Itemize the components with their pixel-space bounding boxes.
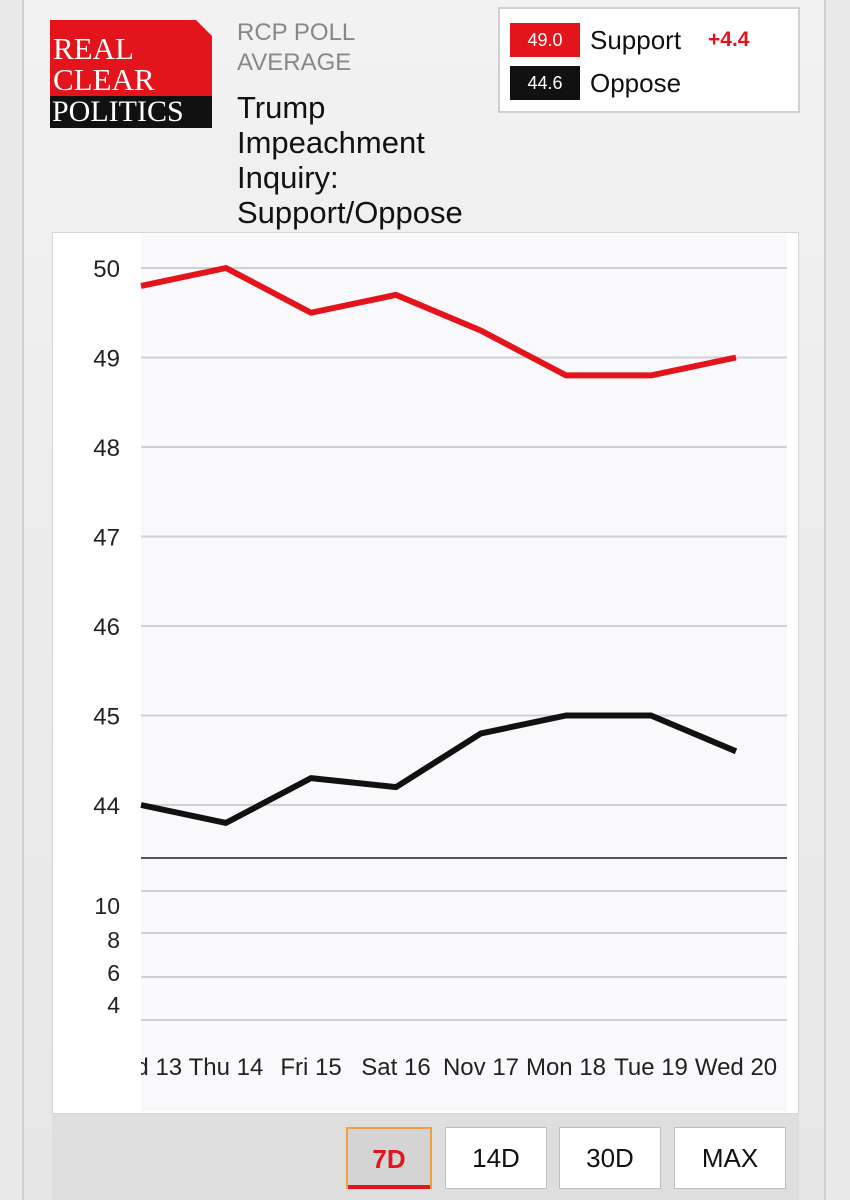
range-button-14d-label: 14D <box>472 1143 520 1173</box>
y-tick-label-49: 49 <box>93 346 120 373</box>
logo-line-1: REAL <box>53 31 134 66</box>
support-value-badge: 49.0 <box>510 23 580 57</box>
range-button-30d-label: 30D <box>586 1143 634 1173</box>
poll-title: Trump Impeachment Inquiry: Support/Oppos… <box>237 90 463 230</box>
support-label: Support <box>590 25 682 55</box>
x-tick-label-5: Mon 18 <box>526 1054 606 1081</box>
legend-box: 49.0 Support +4.4 44.6 Oppose <box>498 7 800 113</box>
oppose-label: Oppose <box>590 68 682 98</box>
y-tick-label-50: 50 <box>93 256 120 283</box>
series-line-support <box>140 265 737 379</box>
y-tick-label-47: 47 <box>93 525 120 552</box>
lower-y-tick-label-4: 4 <box>107 992 120 1018</box>
range-button-30d[interactable]: 30D <box>559 1127 661 1189</box>
plot-background <box>141 233 787 1111</box>
y-tick-label-45: 45 <box>93 704 120 731</box>
active-underline <box>348 1185 430 1189</box>
range-button-max[interactable]: MAX <box>674 1127 786 1189</box>
x-tick-label-3: Sat 16 <box>361 1054 430 1081</box>
x-tick-label-4: Nov 17 <box>443 1054 519 1081</box>
line-chart: 44 45 46 47 48 49 50 10 8 6 4 Wed 13 Thu 14 Fri 15 Sat… <box>93 233 787 1111</box>
range-button-bar: 7D 14D 30D MAX <box>52 1114 799 1200</box>
range-button-max-label: MAX <box>701 1143 759 1173</box>
series-line-oppose <box>140 712 738 826</box>
logo-band: POLITICS <box>50 96 212 128</box>
range-button-7d-label: 7D <box>372 1144 406 1174</box>
chart-card: 44 45 46 47 48 49 50 10 8 6 4 Wed 13 Thu 14 Fri 15 Sat… <box>52 232 799 1114</box>
logo-line-2: CLEAR <box>53 62 155 97</box>
logo-fold-corner <box>196 20 212 36</box>
lower-y-tick-label-10: 10 <box>94 893 120 919</box>
rcp-logo[interactable]: REAL CLEAR POLITICS <box>50 20 212 128</box>
y-tick-label-44: 44 <box>93 793 120 820</box>
x-tick-label-1: Thu 14 <box>189 1054 264 1081</box>
x-tick-label-0: Wed 13 <box>100 1054 182 1081</box>
y-tick-label-48: 48 <box>93 435 120 462</box>
x-tick-label-2: Fri 15 <box>280 1054 341 1081</box>
logo-line-3: POLITICS <box>52 95 184 128</box>
poll-subhead: RCP POLL AVERAGE <box>237 19 355 76</box>
x-tick-label-7: Wed 20 <box>695 1054 777 1081</box>
lower-y-tick-label-8: 8 <box>107 927 120 953</box>
x-tick-label-6: Tue 19 <box>614 1054 688 1081</box>
support-spread: +4.4 <box>708 28 750 51</box>
oppose-value-badge: 44.6 <box>510 66 580 100</box>
y-tick-label-46: 46 <box>93 614 120 641</box>
range-button-14d[interactable]: 14D <box>445 1127 547 1189</box>
range-button-7d[interactable]: 7D <box>346 1127 432 1189</box>
lower-y-tick-label-6: 6 <box>107 960 120 986</box>
